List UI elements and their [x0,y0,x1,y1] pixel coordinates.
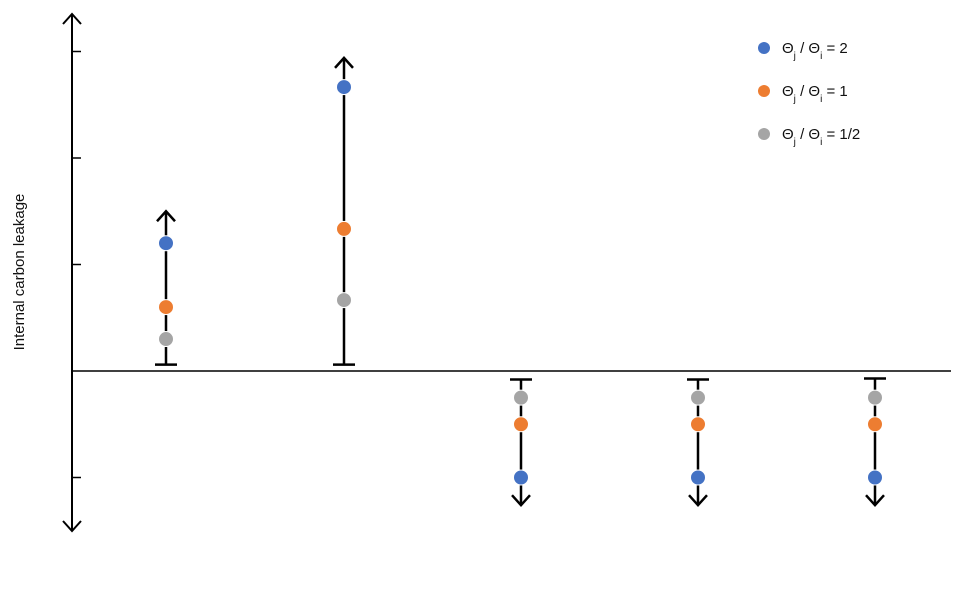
data-point [690,416,706,433]
legend-subscript: j [793,94,796,105]
legend-text: Θ [782,126,794,143]
range-arrow [156,209,176,223]
range-arrow [334,56,354,69]
data-point [690,389,706,406]
range-arrow [688,494,708,508]
legend-subscript: i [820,94,822,105]
data-point [336,220,352,237]
legend-text: = 1/2 [822,126,860,143]
data-point [513,416,529,433]
y-axis-arrow-down [62,520,82,533]
legend-subscript: j [793,51,796,62]
legend-label: Θj / Θi = 1/2 [782,126,860,148]
legend-text: Θ [782,40,794,57]
data-point [513,469,529,486]
legend-text: = 1 [822,83,847,100]
data-point [867,469,883,486]
legend-text: / Θ [796,40,820,57]
data-point [336,79,352,96]
legend-marker [758,42,770,54]
y-axis-label: Internal carbon leakage [11,194,28,351]
legend-marker [758,85,770,97]
data-point [158,331,174,348]
axes [62,12,951,533]
legend-subscript: i [820,51,822,62]
legend-text: / Θ [796,126,820,143]
data-points [158,79,883,486]
legend: Θj / Θi = 2Θj / Θi = 1Θj / Θi = 1/2 [758,40,860,148]
legend-label: Θj / Θi = 2 [782,40,848,62]
legend-label: Θj / Θi = 1 [782,83,848,105]
range-arrow [511,494,531,508]
data-point [867,389,883,406]
legend-subscript: i [820,137,822,148]
legend-text: Θ [782,83,794,100]
y-axis-arrow-up [62,12,82,25]
data-point [867,416,883,433]
legend-marker [758,128,770,140]
legend-subscript: j [793,137,796,148]
legend-text: = 2 [822,40,847,57]
data-point [336,292,352,309]
data-point [158,235,174,252]
data-point [158,299,174,316]
range-bars [155,56,886,508]
range-arrow [865,494,885,508]
data-point [513,389,529,406]
legend-text: / Θ [796,83,820,100]
data-point [690,469,706,486]
